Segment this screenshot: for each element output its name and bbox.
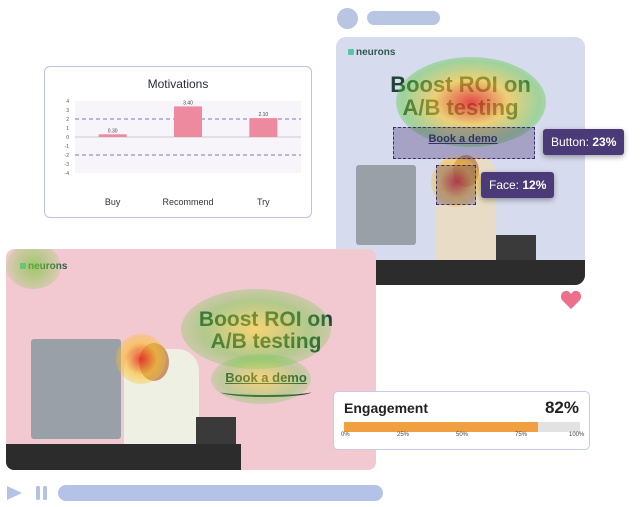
engagement-card: Engagement 82% 0% 25% 50% 75% 100% xyxy=(333,391,590,450)
face-tag-value: 12% xyxy=(522,178,547,192)
neurons-logo-icon xyxy=(348,49,354,55)
desk xyxy=(336,260,585,285)
engagement-title: Engagement xyxy=(344,400,429,416)
y-tick-label: -2 xyxy=(65,153,70,159)
engagement-tick: 25% xyxy=(397,432,410,438)
engagement-tick: 75% xyxy=(515,432,528,438)
button-detection-box xyxy=(393,127,535,159)
heatmap-headline xyxy=(396,57,546,147)
status-bar xyxy=(367,11,440,25)
button-tag-value: 23% xyxy=(592,135,617,149)
heatmap-face-b xyxy=(116,334,166,384)
brand-logo: neurons xyxy=(348,47,395,58)
engagement-tick: 100% xyxy=(569,432,585,438)
status-dot xyxy=(337,8,358,29)
desk-b xyxy=(6,444,241,470)
heatmap-logo xyxy=(6,249,61,289)
engagement-progress-fill xyxy=(344,422,538,432)
brand-name: neurons xyxy=(356,47,396,58)
chart-bar xyxy=(174,106,202,137)
chart-bar xyxy=(249,118,278,137)
engagement-progress-track xyxy=(344,422,580,432)
motivations-chart: 4 3 2 1 0 -1 -2 -3 -4 0.30 Buy 3.40 Recommend 2.10 Try xyxy=(65,99,301,207)
motivations-card: Motivations 4 3 2 1 0 -1 -2 -3 -4 0.30 Buy 3.40 Reco… xyxy=(44,66,312,218)
play-icon[interactable] xyxy=(6,485,24,501)
video-progress-bar[interactable] xyxy=(58,485,383,501)
computer-monitor-b xyxy=(31,339,121,439)
heatmap-cta-b xyxy=(211,354,311,404)
x-tick-label: Recommend xyxy=(162,197,213,207)
ad-variant-b: neurons Boost ROI on A/B testing Book a … xyxy=(6,249,376,470)
y-tick-label: 0 xyxy=(66,135,69,141)
y-tick-label: -4 xyxy=(65,171,70,177)
ad-variant-a: neurons Boost ROI on A/B testing Book a … xyxy=(336,37,585,285)
y-tick-label: 4 xyxy=(66,99,69,105)
y-tick-label: -1 xyxy=(65,144,70,150)
button-tag-label: Button: xyxy=(551,135,590,149)
computer-monitor xyxy=(356,165,416,245)
y-tick-label: -3 xyxy=(65,162,70,168)
heart-icon[interactable] xyxy=(560,290,582,310)
face-attention-tag: Face: 12% xyxy=(481,172,555,198)
y-tick-label: 2 xyxy=(66,117,69,123)
chart-bar xyxy=(98,134,127,137)
ad-cta[interactable]: Book a demo xyxy=(428,133,498,145)
engagement-tick: 0% xyxy=(341,432,350,438)
bar-value-label: 0.30 xyxy=(108,128,118,134)
y-tick-label: 1 xyxy=(66,126,69,132)
y-tick-label: 3 xyxy=(66,108,69,114)
face-tag-label: Face: xyxy=(489,178,520,192)
face-detection-box xyxy=(436,165,476,205)
x-tick-label: Try xyxy=(257,197,270,207)
bar-value-label: 3.40 xyxy=(183,100,193,106)
motivations-title: Motivations xyxy=(147,77,209,91)
engagement-value: 82% xyxy=(544,398,579,417)
engagement-tick: 50% xyxy=(456,432,469,438)
x-tick-label: Buy xyxy=(105,197,121,207)
bar-value-label: 2.10 xyxy=(258,112,268,118)
button-attention-tag: Button: 23% xyxy=(543,129,625,155)
pause-icon[interactable] xyxy=(35,485,49,501)
